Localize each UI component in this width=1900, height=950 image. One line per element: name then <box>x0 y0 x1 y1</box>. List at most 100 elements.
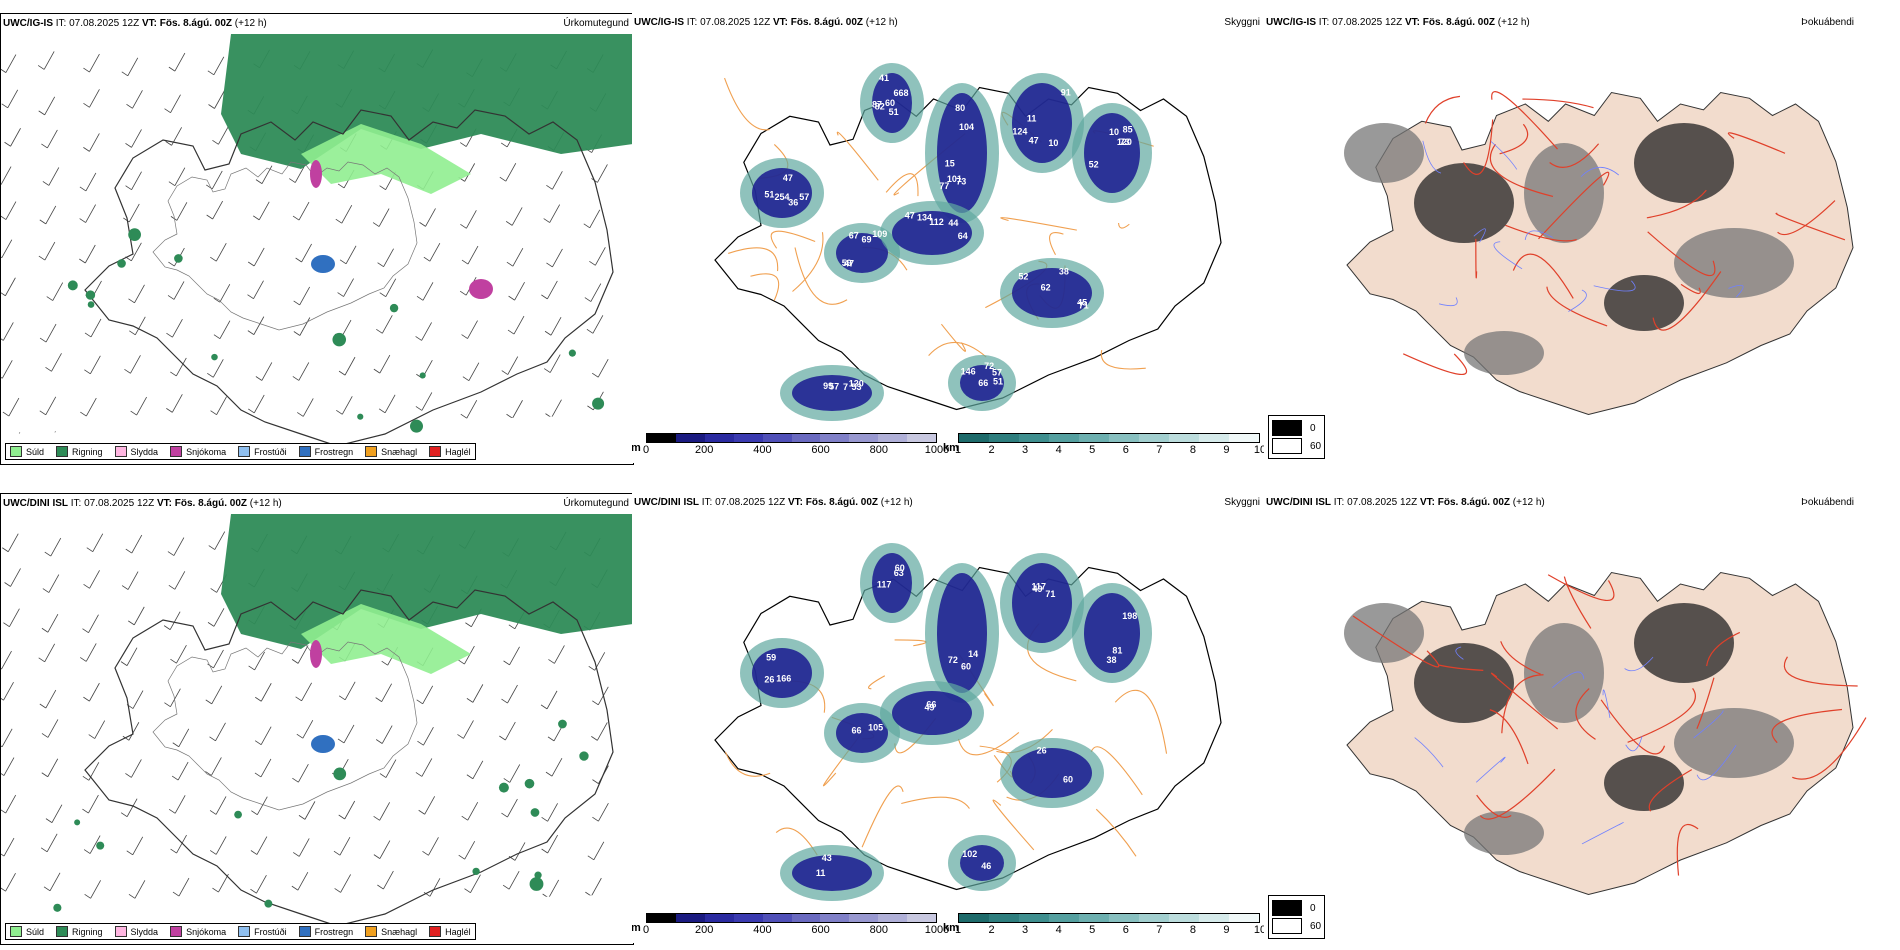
legend-label: Snæhagl <box>381 926 418 937</box>
colorbar-swatch <box>1169 914 1199 922</box>
colorbar-swatches <box>646 913 937 923</box>
cloud-base-label: 81 <box>1112 646 1122 656</box>
colorbar-swatch <box>1019 434 1049 442</box>
legend-item: Frostúði <box>238 926 287 937</box>
colorbar-tick: 7 <box>1156 924 1163 936</box>
cloud-base-label: 11 <box>816 868 826 878</box>
colorbar-tick: 10 <box>1253 444 1264 456</box>
legend-item: Snjókoma <box>170 446 226 457</box>
colorbar-tick: 1000 <box>924 444 950 456</box>
fog-index-panel-igis: UWC/IG-IS IT: 07.08.2025 12Z VT: Fös. 8.… <box>1264 13 1900 463</box>
cloud-base-label: 60 <box>895 563 905 573</box>
cloud-base-label: 120 <box>849 379 864 389</box>
cloud-base-label: 49 <box>925 702 935 712</box>
cloud-base-label: 85 <box>1123 124 1133 134</box>
colorbar-swatch <box>675 914 705 922</box>
colorbar-swatch <box>1109 914 1139 922</box>
legend-item: Haglél <box>429 926 471 937</box>
colorbar-swatch <box>907 434 937 442</box>
colorbar-swatch <box>849 434 879 442</box>
panel-title: Þokuábendi <box>1801 497 1854 508</box>
colorbar-tick: 1 <box>954 924 962 936</box>
colorbar-swatch <box>762 914 792 922</box>
panel-header: UWC/DINI ISL IT: 07.08.2025 12Z VT: Fös.… <box>1266 497 1545 508</box>
cloud-base-label: 59 <box>842 258 852 268</box>
colorbar-tick: 400 <box>753 924 772 936</box>
fog-legend-item: 0 <box>1272 419 1321 437</box>
cloud-base-label: 52 <box>1018 271 1028 281</box>
cloud-base-label: 53 <box>851 382 861 392</box>
fog-legend-item: 60 <box>1272 917 1321 935</box>
legend-item: Snjókoma <box>170 926 226 937</box>
cloud-base-map: 6015115247676247577282101478557693844535… <box>714 63 1222 421</box>
precip-type-panel-dini: UWC/DINI ISL IT: 07.08.2025 12Z VT: Fös.… <box>0 493 634 945</box>
legend-swatch <box>56 926 69 937</box>
legend-swatch <box>170 926 183 937</box>
legend-label: Snjókoma <box>186 446 227 457</box>
visibility-colorbar: km 1 2 3 4 5 6 7 8 9 10 <box>943 433 1264 459</box>
cloud-base-label: 112 <box>929 217 944 227</box>
legend-label: Frostregn <box>314 926 354 937</box>
cloud-base-label: 87 <box>872 100 882 110</box>
colorbar-tick: 7 <box>1156 444 1163 456</box>
legend-label: 0 <box>1310 422 1316 434</box>
cloud-base-label: 66 <box>926 699 936 709</box>
cloud-base-label: 73 <box>1120 137 1130 147</box>
cloud-base-label: 60 <box>885 98 895 108</box>
cloud-base-label: 105 <box>868 722 883 732</box>
colorbar-swatch <box>849 914 879 922</box>
legend-label: Haglél <box>445 446 471 457</box>
colorbar-unit: m <box>632 922 641 934</box>
panel-title: Úrkomutegund <box>563 498 629 509</box>
colorbar-swatch <box>762 434 792 442</box>
colorbar-tick: 0 <box>642 444 650 456</box>
cloud-base-label: 47 <box>844 259 854 269</box>
visibility-colorbar: km 1 2 3 4 5 6 7 8 9 10 <box>943 913 1264 939</box>
legend-item: Frostregn <box>298 926 354 937</box>
panel-title: Skyggni <box>1224 17 1260 28</box>
fog-index-panel-dini: UWC/DINI ISL IT: 07.08.2025 12Z VT: Fös.… <box>1264 493 1900 943</box>
legend-label: 60 <box>1310 920 1322 932</box>
legend-label: Rigning <box>72 446 103 457</box>
cloud-base-label: 10 <box>1109 127 1119 137</box>
colorbar-swatches <box>646 433 937 443</box>
colorbar-swatch <box>959 914 989 922</box>
cloud-base-label: 49 <box>1032 584 1042 594</box>
cloud-base-label: 134 <box>917 212 932 222</box>
legend-label: Súld <box>26 446 45 457</box>
legend-swatch <box>10 926 22 937</box>
fog-index-map <box>1344 91 1854 416</box>
legend-item: Slydda <box>114 446 158 457</box>
cloud-base-label: 46 <box>981 861 991 871</box>
panel-header: UWC/IG-IS IT: 07.08.2025 12Z VT: Fös. 8.… <box>3 18 267 29</box>
colorbar-tick: 3 <box>1022 924 1029 936</box>
legend-swatch <box>365 446 378 457</box>
cloud-base-label: 11 <box>1027 114 1037 124</box>
cloud-base-colorbar: m 0 200 400 600 800 1000 <box>632 913 949 939</box>
legend-swatch <box>56 446 69 457</box>
colorbar-swatches <box>958 913 1260 923</box>
cloud-base-label: 15 <box>945 158 955 168</box>
legend-item: Snæhagl <box>365 926 417 937</box>
cloud-base-label: 99 <box>823 381 833 391</box>
cloud-base-colorbar: m 0 200 400 600 800 1000 <box>632 433 949 459</box>
legend-item: Slydda <box>114 926 158 937</box>
legend-item: Frostúði <box>238 446 287 457</box>
cloud-base-label: 146 <box>961 366 976 376</box>
panel-title: Skyggni <box>1224 497 1260 508</box>
cloud-base-label: 45 <box>1077 297 1087 307</box>
colorbar-swatch <box>1079 914 1109 922</box>
cloud-base-label: 47 <box>1029 135 1039 145</box>
precip-type-legend: Súld Rigning Slydda Snjókoma Frostúði Frostre… <box>5 923 476 940</box>
cloud-base-label: 77 <box>939 181 949 191</box>
cloud-base-label: 72 <box>948 655 958 665</box>
precip-map <box>1 34 633 464</box>
cloud-base-label: 80 <box>955 103 965 113</box>
legend-item: Rigning <box>56 446 103 457</box>
panel-header: UWC/IG-IS IT: 07.08.2025 12Z VT: Fös. 8.… <box>1266 17 1530 28</box>
fog-legend-item: 0 <box>1272 899 1321 917</box>
cloud-base-label: 198 <box>1122 611 1137 621</box>
colorbar-tick: 10 <box>1253 924 1264 936</box>
legend-item: Rigning <box>56 926 103 937</box>
colorbar-swatch <box>878 434 908 442</box>
